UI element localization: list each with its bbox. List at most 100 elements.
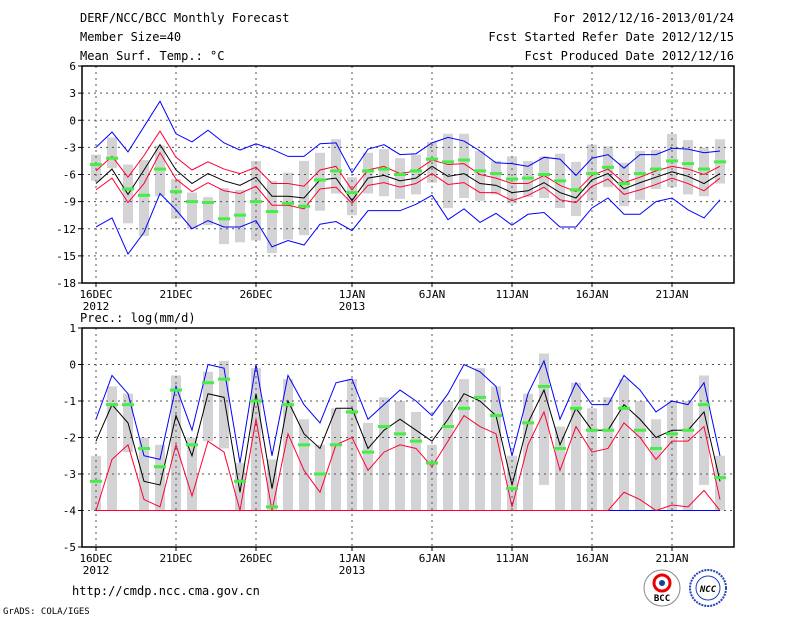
green-marker [362, 169, 374, 173]
ensemble-range-bar [699, 375, 709, 485]
x-tick-label: 26DEC [239, 288, 272, 301]
ensemble-range-bar [459, 133, 469, 199]
green-marker [586, 428, 598, 432]
green-marker [394, 432, 406, 436]
ensemble-range-bar [219, 188, 229, 245]
top-chart-title: Mean Surf. Temp.: °C [80, 49, 225, 63]
green-marker [714, 476, 726, 480]
ensemble-range-bar [315, 444, 325, 511]
green-marker [442, 425, 454, 429]
figure-title: DERF/NCC/BCC Monthly Forecast [80, 11, 290, 25]
green-marker [698, 403, 710, 407]
y-tick-label: 6 [69, 60, 76, 73]
green-marker [330, 443, 342, 447]
green-marker [154, 465, 166, 469]
bcc-logo: BCC [643, 569, 681, 607]
ensemble-range-bar [603, 397, 613, 511]
ensemble-range-bar [411, 154, 421, 195]
y-tick-label: -3 [63, 468, 76, 481]
ensemble-range-bar [475, 150, 485, 201]
ensemble-range-bar [331, 408, 341, 511]
green-marker [458, 158, 470, 162]
green-marker [378, 425, 390, 429]
green-marker [490, 172, 502, 176]
x-tick-year-label: 2013 [339, 300, 366, 313]
ensemble-range-bar [651, 419, 661, 511]
ensemble-range-bar [267, 180, 277, 254]
ensemble-range-bar [315, 152, 325, 211]
y-tick-label: -3 [63, 141, 76, 154]
y-tick-label: -4 [63, 505, 77, 518]
green-marker [554, 179, 566, 183]
y-tick-label: -1 [63, 395, 76, 408]
green-marker [218, 217, 230, 221]
x-tick-label: 21DEC [159, 552, 192, 565]
green-marker [122, 403, 134, 407]
green-marker [666, 159, 678, 163]
y-tick-label: 1 [69, 322, 76, 335]
source-url[interactable]: http://cmdp.ncc.cma.gov.cn [72, 584, 260, 598]
green-marker [474, 395, 486, 399]
y-tick-label: -12 [56, 223, 76, 236]
green-marker [682, 162, 694, 166]
green-marker [474, 169, 486, 173]
green-marker [602, 428, 614, 432]
series-line-mean [95, 143, 721, 202]
series-line-red-lower [96, 489, 721, 512]
y-tick-label: 0 [69, 114, 76, 127]
green-marker [506, 487, 518, 491]
y-tick-label: 0 [69, 359, 76, 372]
green-marker [202, 201, 214, 205]
green-marker [138, 446, 150, 450]
ensemble-range-bar [427, 444, 437, 511]
ensemble-range-bar [299, 419, 309, 511]
ensemble-range-bar [635, 150, 645, 200]
ensemble-range-bar [283, 172, 293, 240]
green-marker [138, 193, 150, 197]
green-marker [570, 188, 582, 192]
x-tick-label: 1JAN [339, 288, 366, 301]
green-marker [650, 167, 662, 171]
green-marker [298, 443, 310, 447]
x-tick-label: 11JAN [495, 552, 528, 565]
ensemble-range-bar [267, 459, 277, 511]
green-marker [410, 439, 422, 443]
ensemble-range-bar [715, 455, 725, 511]
x-tick-label: 26DEC [239, 552, 272, 565]
y-tick-label: -2 [63, 432, 76, 445]
green-marker [522, 176, 534, 180]
plot-frame [81, 327, 735, 548]
x-tick-label: 21JAN [655, 288, 688, 301]
green-marker [266, 210, 278, 214]
green-marker [346, 191, 358, 195]
green-marker [314, 472, 326, 476]
green-marker [218, 377, 230, 381]
ensemble-range-bar [683, 401, 693, 511]
ensemble-range-bar [443, 401, 453, 511]
series-line-red-upper [95, 410, 721, 511]
member-size: Member Size=40 [80, 30, 181, 44]
y-tick-label: -6 [63, 169, 76, 182]
x-tick-year-label: 2013 [339, 564, 366, 577]
ensemble-range-bar [107, 137, 117, 169]
ensemble-range-bar [443, 133, 453, 208]
ensemble-range-bar [699, 147, 709, 197]
forecast-period: For 2012/12/16-2013/01/24 [553, 11, 734, 25]
green-marker [202, 381, 214, 385]
green-marker [282, 201, 294, 205]
green-marker [314, 178, 326, 182]
ensemble-range-bar [411, 411, 421, 511]
x-tick-label: 1JAN [339, 552, 366, 565]
green-marker [282, 403, 294, 407]
green-marker [106, 156, 118, 160]
green-marker [522, 421, 534, 425]
green-marker [698, 167, 710, 171]
ensemble-range-bar [571, 382, 581, 511]
ensemble-range-bar [347, 379, 357, 511]
green-marker [586, 172, 598, 176]
green-marker [442, 160, 454, 164]
ensemble-range-bar [283, 379, 293, 511]
plot-frame [81, 65, 735, 284]
